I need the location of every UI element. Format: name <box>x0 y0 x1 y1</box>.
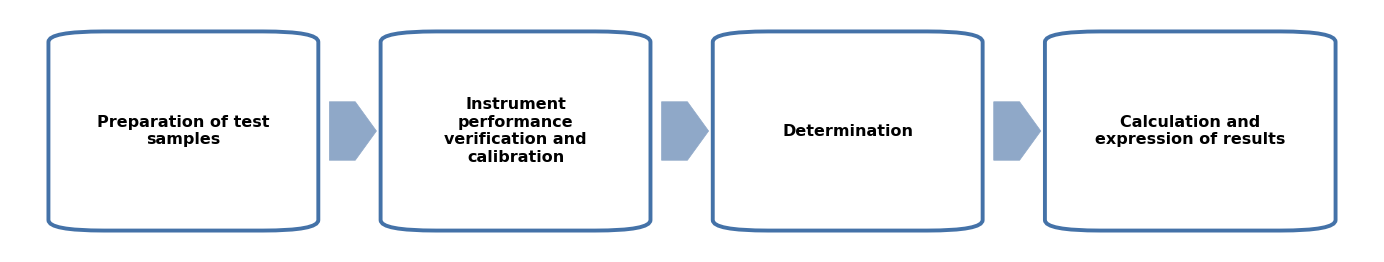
FancyBboxPatch shape <box>381 31 650 231</box>
Polygon shape <box>662 102 709 160</box>
Text: Calculation and
expression of results: Calculation and expression of results <box>1095 115 1286 147</box>
FancyBboxPatch shape <box>713 31 983 231</box>
FancyBboxPatch shape <box>1045 31 1336 231</box>
Text: Preparation of test
samples: Preparation of test samples <box>97 115 270 147</box>
Polygon shape <box>329 102 376 160</box>
Text: Instrument
performance
verification and
calibration: Instrument performance verification and … <box>444 97 587 165</box>
Polygon shape <box>994 102 1041 160</box>
Text: Determination: Determination <box>782 123 913 139</box>
FancyBboxPatch shape <box>48 31 318 231</box>
